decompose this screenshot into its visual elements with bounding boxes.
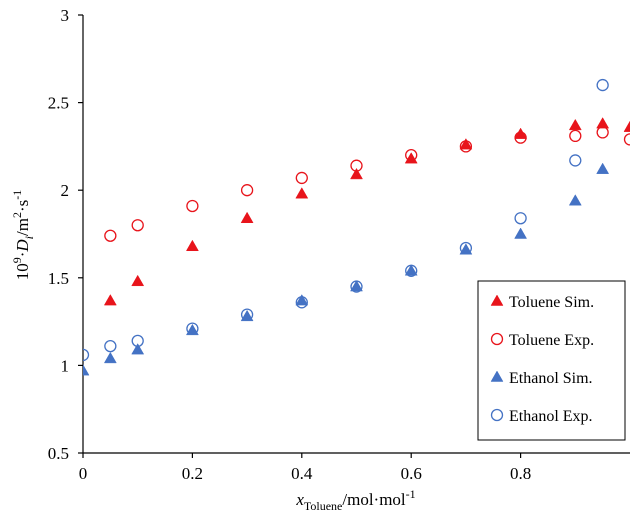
ethanol-sim-point	[295, 294, 309, 306]
ethanol-sim-point	[240, 309, 254, 322]
y-tick-label: 3	[61, 6, 70, 25]
ethanol-exp-point	[405, 264, 418, 277]
toluene-sim-point	[240, 211, 254, 223]
legend-marker-ethanol-sim	[490, 370, 504, 382]
ethanol-exp-point	[295, 296, 308, 309]
ethanol-exp-point	[514, 212, 527, 225]
legend-marker-toluene-exp	[490, 332, 504, 346]
toluene-sim-point	[596, 117, 610, 129]
ethanol-sim-point	[404, 264, 418, 276]
toluene-exp-point	[514, 131, 527, 144]
x-tick-label: 0.2	[182, 464, 203, 483]
xlabel-subscript: Toluene	[304, 499, 342, 513]
ylabel-unit1-exponent: 2	[10, 212, 24, 218]
ethanol-exp-point	[569, 154, 582, 167]
ethanol-sim-point	[83, 364, 90, 376]
legend-label-ethanol-exp: Ethanol Exp.	[509, 408, 593, 425]
toluene-exp-point	[405, 149, 418, 162]
y-tick-label: 2.5	[48, 94, 69, 113]
y-ticks: 0.5 1 1.5 2 2.5 3	[48, 6, 83, 463]
ethanol-exp-point	[596, 78, 609, 92]
ethanol-sim-point	[514, 227, 528, 239]
y-tick-label: 1.5	[48, 269, 69, 288]
ethanol-exp-point	[240, 308, 254, 321]
toluene-sim-point	[350, 167, 363, 180]
legend-label-ethanol-sim: Ethanol Sim.	[509, 370, 593, 387]
x-ticks: 0 0.2 0.4 0.6 0.8	[79, 453, 531, 483]
ylabel-subscript: i	[22, 236, 36, 239]
ylabel-unit1: /m	[13, 218, 32, 236]
toluene-sim-point	[568, 118, 582, 131]
toluene-exp-point	[131, 219, 144, 232]
ylabel-prefix-exponent: 9	[10, 257, 24, 263]
ethanol-sim-point	[596, 162, 610, 174]
legend-label-toluene-exp: Toluene Exp.	[509, 332, 594, 349]
ylabel-dot: ·	[13, 252, 32, 258]
y-tick-label: 0.5	[48, 444, 69, 463]
x-tick-label: 0.4	[291, 464, 313, 483]
toluene-exp-point	[240, 184, 254, 197]
x-tick-label: 0.6	[401, 464, 422, 483]
toluene-sim-point	[295, 187, 309, 199]
toluene-exp-point	[104, 229, 117, 242]
legend: Toluene Sim. Toluene Exp. Ethanol Sim. Etha…	[477, 280, 626, 441]
xlabel-variable: x	[295, 490, 304, 509]
ethanol-exp-point	[83, 348, 90, 362]
xlabel-unit: /mol·mol	[342, 490, 406, 509]
toluene-exp-point	[350, 159, 363, 172]
toluene-sim-point	[404, 152, 418, 164]
ethanol-exp-point	[350, 280, 363, 293]
toluene-sim-point	[103, 294, 117, 306]
toluene-exp-point	[623, 133, 630, 146]
ethanol-sim-point	[459, 243, 473, 255]
data-points	[83, 78, 630, 376]
toluene-exp-point	[569, 129, 582, 143]
ethanol-sim-point	[350, 280, 363, 292]
ylabel-unit2: ·s	[13, 200, 32, 212]
toluene-exp-point	[459, 140, 473, 153]
ylabel-variable: D	[13, 239, 32, 253]
toluene-sim-point	[131, 274, 145, 287]
x-axis-label: xToluene/mol·mol-1	[295, 487, 415, 513]
ethanol-exp-point	[186, 322, 199, 335]
legend-label-toluene-sim: Toluene Sim.	[509, 294, 594, 311]
y-tick-label: 1	[61, 356, 70, 375]
ethanol-sim-point	[185, 323, 199, 336]
toluene-sim-point	[623, 120, 630, 132]
y-tick-label: 2	[61, 181, 70, 200]
toluene-exp-point	[596, 126, 609, 139]
toluene-exp-point	[186, 199, 199, 213]
toluene-sim-point	[185, 239, 199, 252]
ethanol-exp-point	[131, 334, 144, 348]
legend-marker-toluene-sim	[490, 294, 504, 306]
ethanol-exp-point	[104, 339, 117, 353]
ethanol-exp-point	[459, 241, 473, 255]
legend-marker-ethanol-exp	[490, 408, 504, 422]
ylabel-prefix-number: 10	[13, 263, 32, 280]
y-axis-label: 109·Di/m2·s-1	[10, 190, 36, 281]
ethanol-sim-point	[131, 343, 145, 355]
legend-box	[477, 280, 626, 441]
toluene-exp-point	[295, 171, 308, 185]
ylabel-unit2-exponent: -1	[10, 190, 24, 200]
x-tick-label: 0	[79, 464, 88, 483]
ethanol-sim-point	[103, 351, 117, 364]
ethanol-sim-point	[568, 194, 582, 206]
toluene-sim-point	[459, 138, 473, 150]
xlabel-unit-exponent: -1	[406, 487, 416, 501]
x-tick-label: 0.8	[510, 464, 531, 483]
